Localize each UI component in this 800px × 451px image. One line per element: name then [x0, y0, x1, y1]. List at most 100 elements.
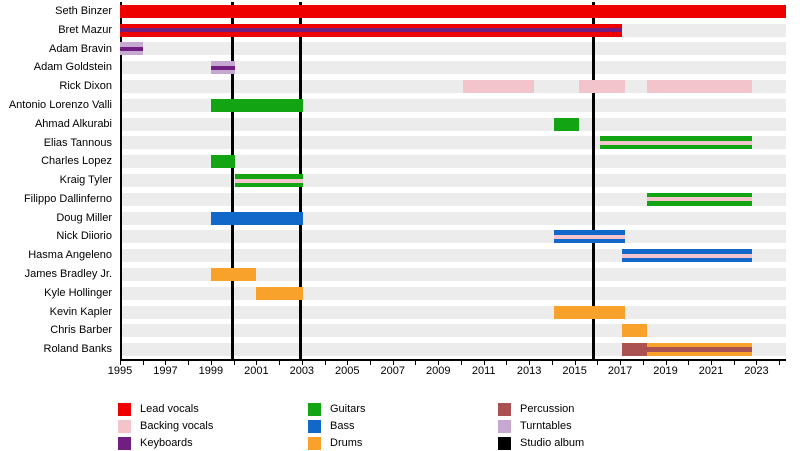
axis-tick	[142, 361, 144, 365]
member-label: Rick Dixon	[59, 80, 112, 93]
plot-left-border	[120, 2, 122, 359]
axis-year-label: 2005	[335, 365, 360, 377]
axis-tick	[483, 361, 485, 365]
member-label: Seth Binzer	[55, 5, 112, 17]
axis-tick	[370, 361, 372, 365]
studio-album-line	[592, 2, 596, 359]
timeline-bar	[120, 42, 143, 56]
axis-year-label: 2007	[380, 365, 405, 377]
bar-secondary-role-stripe	[599, 140, 752, 145]
timeline-bar	[120, 23, 623, 37]
axis-year-label: 1995	[107, 365, 133, 377]
row-band	[120, 343, 786, 357]
legend-swatch-keyboards	[118, 437, 131, 450]
axis-tick	[642, 361, 644, 365]
timeline-bar	[647, 80, 752, 94]
member-label: Antonio Lorenzo Valli	[8, 98, 112, 111]
row-band	[120, 230, 786, 244]
bar-secondary-role-stripe	[234, 178, 303, 183]
member-label: Hasma Angeleno	[28, 249, 112, 262]
axis-tick	[256, 361, 258, 365]
legend-label: Bass	[330, 420, 355, 432]
timeline-bar	[210, 98, 303, 112]
axis-tick	[438, 361, 440, 365]
legend: Lead vocals Backing vocals Keyboards Guitar…	[0, 398, 800, 450]
timeline-bar	[463, 80, 534, 94]
bar-secondary-role-stripe	[120, 28, 623, 33]
row-band	[120, 61, 786, 75]
axis-tick	[233, 361, 235, 365]
timeline-bar	[120, 4, 786, 18]
axis-tick	[597, 361, 599, 365]
timeline-bar	[210, 155, 235, 169]
legend-swatch-backing_vocals	[118, 420, 131, 433]
axis-tick	[120, 361, 121, 365]
bar-secondary-role-stripe	[554, 234, 625, 239]
timeline-bar	[210, 211, 303, 225]
axis-year-label: 2001	[244, 365, 269, 377]
timeline-bar	[622, 343, 648, 357]
axis-tick	[529, 361, 531, 365]
member-label: Kraig Tyler	[59, 174, 112, 187]
plot-area	[120, 2, 786, 359]
legend-label: Drums	[330, 437, 363, 449]
legend-swatch-percussion	[498, 403, 511, 416]
axis-tick	[347, 361, 349, 365]
member-label: Ahmad Alkurabi	[34, 117, 112, 130]
axis-tick	[506, 361, 508, 365]
axis-tick	[665, 361, 667, 365]
legend-label: Turntables	[520, 420, 572, 432]
axis-tick	[620, 361, 622, 365]
axis-tick	[756, 361, 758, 365]
legend-swatch-guitars	[308, 403, 321, 416]
axis-tick	[710, 361, 712, 365]
row-band	[120, 286, 786, 300]
timeline-bar	[554, 305, 625, 319]
axis-tick	[551, 361, 553, 365]
timeline-bar	[256, 286, 303, 300]
member-label: Adam Bravin	[49, 42, 112, 55]
row-band	[120, 155, 786, 169]
row-band	[120, 324, 786, 338]
member-label: Chris Barber	[50, 324, 112, 337]
member-label: Charles Lopez	[41, 155, 112, 168]
axis-tick	[279, 361, 281, 365]
legend-swatch-lead_vocals	[118, 403, 131, 416]
axis-tick	[210, 361, 212, 365]
x-axis-line	[120, 359, 786, 361]
legend-label: Keyboards	[140, 437, 193, 449]
axis-tick	[392, 361, 394, 365]
row-band	[120, 42, 786, 56]
row-band	[120, 174, 786, 187]
legend-swatch-studio_album	[498, 437, 511, 450]
timeline-bar	[554, 117, 580, 131]
legend-label: Guitars	[330, 403, 366, 415]
legend-label: Percussion	[520, 403, 575, 415]
member-label: Elias Tannous	[43, 136, 112, 149]
bar-secondary-role-stripe	[622, 253, 752, 258]
axis-year-label: 2021	[698, 365, 724, 377]
bar-secondary-role-stripe	[647, 197, 752, 202]
timeline-bar	[579, 80, 625, 94]
row-band	[120, 192, 786, 206]
legend-label: Backing vocals	[140, 420, 214, 432]
member-label: Kyle Hollinger	[44, 286, 112, 299]
axis-tick	[574, 361, 576, 365]
axis-tick	[165, 361, 167, 365]
legend-label: Lead vocals	[140, 403, 199, 415]
bar-secondary-role-stripe	[120, 46, 143, 51]
axis-year-label: 2015	[562, 365, 587, 377]
axis-year-label: 2011	[471, 365, 496, 377]
axis-tick	[688, 361, 690, 365]
timeline-bar	[234, 174, 303, 187]
member-labels-column: Seth Binzer Bret Mazur Adam Bravin Adam Gol…	[0, 0, 112, 360]
row-band	[120, 117, 786, 131]
timeline-bar	[647, 343, 752, 357]
bar-secondary-role-stripe	[210, 65, 235, 70]
row-band	[120, 267, 786, 281]
axis-tick	[188, 361, 190, 365]
axis-tick	[733, 361, 735, 365]
timeline-bar	[210, 61, 235, 75]
axis-year-label: 1997	[153, 365, 178, 377]
